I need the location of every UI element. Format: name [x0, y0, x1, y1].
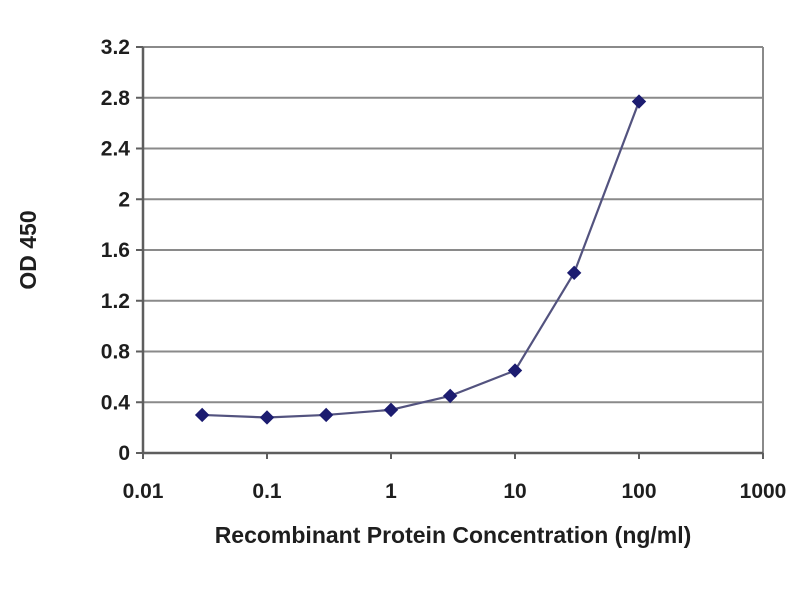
x-axis-tick-labels: 0.01 0.1 1 10 100 1000 — [123, 480, 787, 503]
x-tick-label-1000: 1000 — [740, 480, 787, 503]
y-tick-label-1.6: 1.6 — [101, 239, 130, 262]
data-point-marker-x100 — [631, 94, 647, 109]
data-point-marker-x0.3 — [318, 407, 334, 423]
data-point-marker-x0.1 — [259, 410, 275, 425]
data-series — [194, 94, 647, 425]
x-tick-label-0.1: 0.1 — [252, 480, 282, 503]
x-tick-label-100: 100 — [621, 480, 656, 503]
x-axis-title: Recombinant Protein Concentration (ng/ml… — [215, 522, 692, 548]
gridlines — [143, 46, 764, 453]
y-tick-label-1.2: 1.2 — [101, 290, 130, 313]
y-tick-label-2: 2 — [118, 188, 130, 211]
data-point-marker-x0.03 — [194, 407, 210, 423]
x-tick-label-1: 1 — [385, 480, 397, 503]
y-tick-label-0.4: 0.4 — [101, 391, 131, 414]
y-axis-title: OD 450 — [15, 210, 41, 289]
x-tick-label-10: 10 — [503, 480, 526, 503]
data-point-marker-x3 — [442, 388, 458, 404]
y-tick-label-0: 0 — [118, 442, 130, 465]
data-point-marker-x10 — [507, 363, 523, 378]
data-point-marker-x30 — [566, 265, 582, 281]
axis-tick-marks — [136, 46, 764, 459]
y-tick-label-3.2: 3.2 — [101, 36, 130, 59]
y-axis-tick-labels: 0 0.4 0.8 1.2 1.6 2 2.4 2.8 3.2 — [101, 36, 131, 465]
x-tick-label-0.01: 0.01 — [123, 480, 164, 503]
series-line-od-450 — [202, 101, 641, 419]
y-tick-label-2.4: 2.4 — [101, 138, 131, 161]
data-point-marker-x1 — [383, 402, 399, 418]
y-tick-label-0.8: 0.8 — [101, 341, 131, 364]
y-tick-label-2.8: 2.8 — [101, 87, 131, 110]
